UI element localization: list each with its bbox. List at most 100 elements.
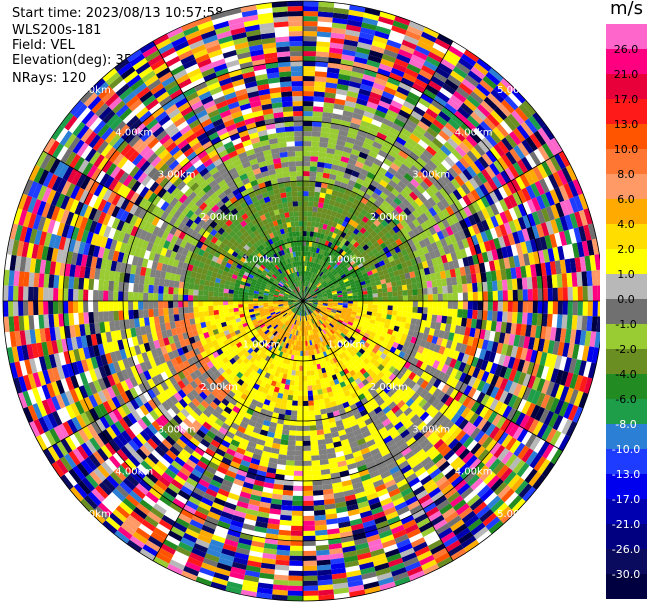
velocity-gate bbox=[405, 30, 421, 41]
velocity-gate bbox=[539, 408, 550, 424]
velocity-gate bbox=[414, 351, 422, 360]
velocity-gate bbox=[307, 380, 312, 386]
velocity-gate bbox=[438, 110, 451, 123]
velocity-gate bbox=[545, 158, 557, 174]
velocity-gate bbox=[303, 286, 305, 292]
velocity-gate bbox=[322, 203, 329, 210]
velocity-gate bbox=[432, 137, 444, 149]
velocity-gate bbox=[450, 213, 459, 224]
velocity-gate bbox=[456, 317, 463, 326]
velocity-gate bbox=[333, 299, 338, 301]
velocity-gate bbox=[297, 410, 303, 416]
velocity-gate bbox=[306, 294, 312, 299]
velocity-gate bbox=[338, 280, 345, 285]
velocity-gate bbox=[493, 237, 501, 250]
velocity-gate bbox=[483, 240, 492, 252]
velocity-gate bbox=[304, 276, 306, 282]
velocity-gate bbox=[550, 204, 560, 220]
velocity-gate bbox=[412, 227, 420, 236]
velocity-gate bbox=[447, 308, 453, 317]
velocity-gate bbox=[492, 127, 506, 141]
velocity-gate bbox=[347, 85, 360, 94]
velocity-gate bbox=[447, 301, 453, 309]
velocity-gate bbox=[480, 100, 494, 114]
velocity-gate bbox=[332, 318, 338, 323]
velocity-gate bbox=[333, 201, 341, 208]
velocity-gate bbox=[356, 244, 363, 251]
velocity-gate bbox=[397, 167, 407, 177]
velocity-gate bbox=[467, 365, 476, 377]
velocity-gate bbox=[333, 316, 339, 321]
velocity-gate bbox=[554, 399, 565, 415]
velocity-gate bbox=[332, 256, 338, 263]
velocity-gate bbox=[394, 171, 404, 181]
velocity-gate bbox=[341, 309, 347, 313]
velocity-gate bbox=[307, 298, 313, 301]
velocity-gate bbox=[547, 287, 553, 301]
velocity-gate bbox=[417, 248, 425, 257]
velocity-gate bbox=[314, 71, 327, 78]
velocity-gate bbox=[562, 287, 568, 301]
velocity-gate bbox=[303, 171, 310, 177]
velocity-gate bbox=[319, 259, 324, 266]
velocity-gate bbox=[557, 287, 563, 301]
velocity-gate bbox=[355, 51, 369, 60]
velocity-gate bbox=[350, 271, 357, 276]
velocity-gate bbox=[407, 289, 413, 296]
velocity-gate bbox=[362, 204, 371, 212]
velocity-gate bbox=[343, 328, 350, 334]
velocity-gate bbox=[392, 158, 403, 168]
velocity-gate bbox=[333, 154, 342, 161]
velocity-gate bbox=[322, 303, 328, 305]
velocity-gate bbox=[311, 305, 317, 308]
velocity-gate bbox=[597, 301, 600, 317]
velocity-gate bbox=[445, 49, 461, 62]
velocity-gate bbox=[442, 285, 448, 294]
velocity-gate bbox=[478, 348, 487, 360]
velocity-gate bbox=[307, 303, 312, 307]
velocity-gate bbox=[322, 172, 330, 179]
velocity-gate bbox=[573, 195, 584, 212]
velocity-gate bbox=[326, 271, 332, 277]
velocity-gate bbox=[387, 358, 396, 366]
velocity-gate bbox=[531, 390, 542, 405]
velocity-gate bbox=[287, 595, 303, 601]
velocity-gate bbox=[392, 62, 407, 73]
velocity-gate bbox=[315, 247, 320, 254]
velocity-gate bbox=[333, 227, 340, 235]
velocity-gate bbox=[427, 235, 436, 245]
velocity-gate bbox=[309, 272, 313, 278]
velocity-gate bbox=[445, 205, 455, 216]
velocity-gate bbox=[377, 304, 383, 310]
velocity-gate bbox=[410, 200, 420, 210]
velocity-gate bbox=[391, 330, 399, 337]
velocity-gate bbox=[351, 289, 358, 294]
velocity-gate bbox=[316, 429, 325, 436]
velocity-gate bbox=[397, 290, 403, 296]
velocity-gate bbox=[290, 535, 303, 541]
velocity-gate bbox=[536, 275, 543, 289]
velocity-gate bbox=[326, 235, 332, 242]
velocity-gate bbox=[350, 326, 357, 331]
velocity-gate bbox=[394, 205, 404, 214]
velocity-gate bbox=[458, 219, 468, 230]
velocity-gate bbox=[295, 445, 303, 451]
velocity-gate bbox=[361, 313, 367, 318]
velocity-gate bbox=[416, 282, 423, 289]
velocity-gate bbox=[494, 213, 504, 226]
velocity-gate bbox=[363, 332, 370, 339]
velocity-gate bbox=[476, 221, 485, 233]
velocity-gate bbox=[367, 54, 382, 64]
velocity-gate bbox=[303, 241, 307, 247]
velocity-gate bbox=[332, 12, 349, 20]
velocity-gate bbox=[516, 428, 529, 443]
velocity-gate bbox=[323, 256, 328, 262]
velocity-gate bbox=[314, 288, 320, 293]
velocity-gate bbox=[303, 31, 318, 37]
velocity-gate bbox=[312, 278, 316, 284]
velocity-gate bbox=[359, 32, 375, 41]
velocity-gate bbox=[559, 200, 570, 216]
velocity-gate bbox=[451, 276, 458, 286]
velocity-gate bbox=[317, 11, 334, 18]
velocity-gate bbox=[423, 177, 434, 188]
